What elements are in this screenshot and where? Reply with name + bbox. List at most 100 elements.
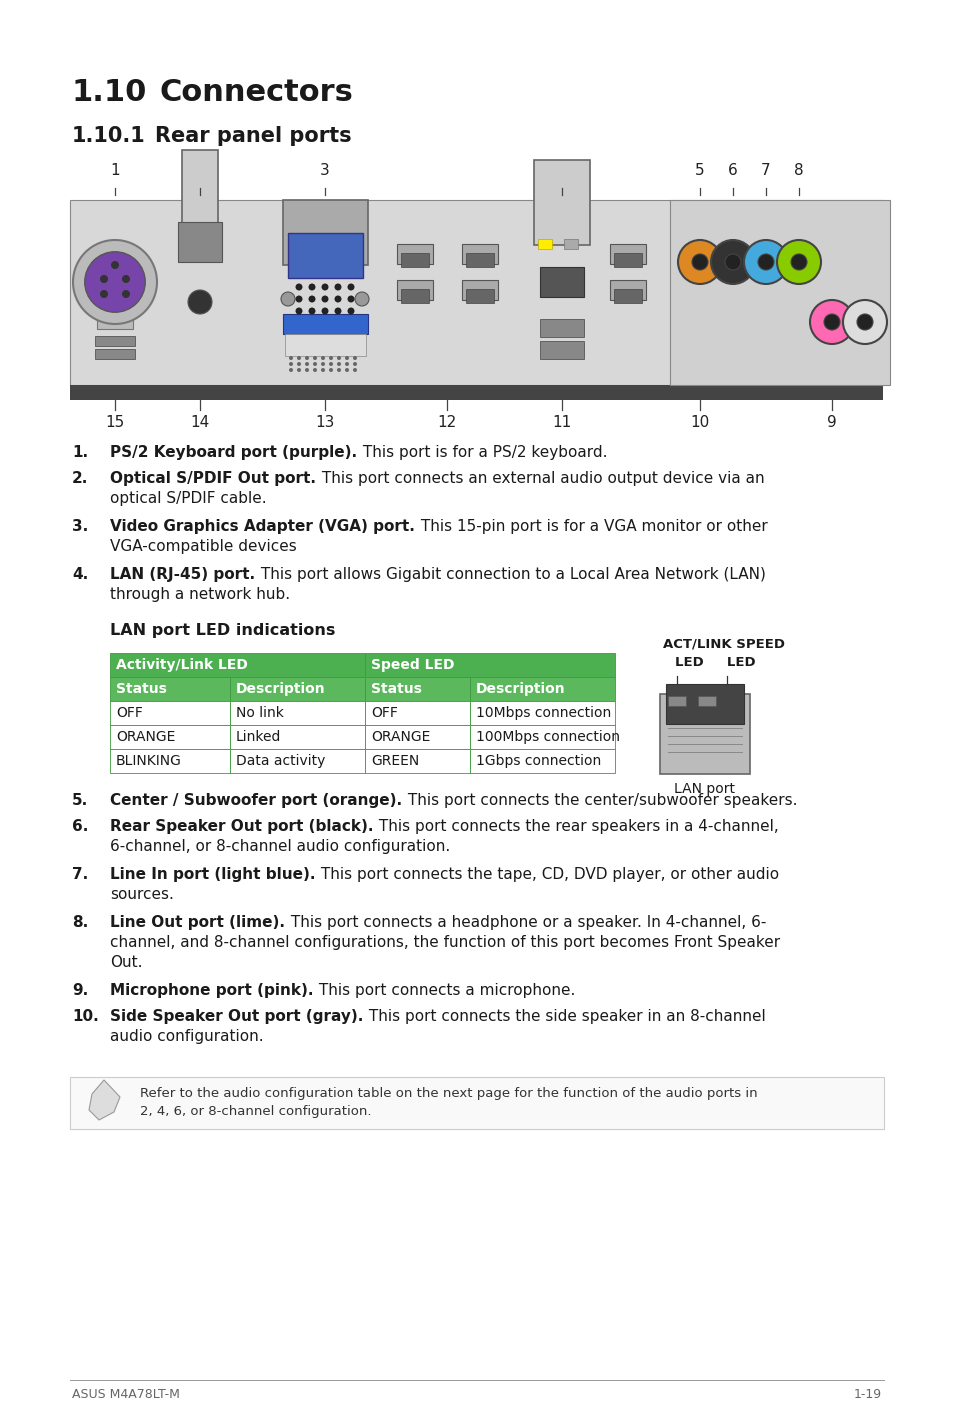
Circle shape (336, 369, 340, 371)
Circle shape (710, 240, 754, 284)
Text: LAN port LED indications: LAN port LED indications (110, 623, 335, 638)
Circle shape (188, 289, 212, 313)
Text: This port connects the center/subwoofer speakers.: This port connects the center/subwoofer … (403, 794, 797, 808)
Bar (70, 1077, 883, 1130)
Text: No link: No link (235, 706, 284, 720)
Circle shape (345, 356, 349, 360)
Text: Speed LED: Speed LED (371, 658, 454, 672)
Circle shape (758, 254, 773, 270)
Text: Out.: Out. (110, 955, 142, 970)
Text: Side Speaker Out port (gray).: Side Speaker Out port (gray). (110, 1010, 363, 1024)
Text: 1Gbps connection: 1Gbps connection (476, 754, 600, 768)
Bar (665, 683, 743, 724)
Circle shape (347, 308, 355, 315)
Circle shape (289, 369, 293, 371)
Circle shape (313, 369, 316, 371)
Text: 1: 1 (111, 162, 120, 178)
Text: This port connects a headphone or a speaker. In 4-channel, 6-: This port connects a headphone or a spea… (286, 915, 765, 931)
Text: Connectors: Connectors (160, 78, 354, 107)
Text: 14: 14 (191, 415, 210, 431)
Text: 7.: 7. (71, 867, 89, 882)
Text: 100Mbps connection: 100Mbps connection (476, 730, 619, 744)
Circle shape (691, 254, 707, 270)
Text: Center / Subwoofer port (orange).: Center / Subwoofer port (orange). (110, 794, 402, 808)
Bar (470, 676, 615, 700)
Bar (667, 696, 685, 706)
Text: sources.: sources. (110, 887, 173, 902)
Bar (110, 676, 230, 700)
Circle shape (678, 240, 721, 284)
Bar (539, 342, 583, 359)
Text: This port is for a PS/2 keyboard.: This port is for a PS/2 keyboard. (357, 445, 607, 460)
Circle shape (295, 295, 302, 302)
Circle shape (345, 361, 349, 366)
Circle shape (308, 284, 315, 291)
Circle shape (790, 254, 806, 270)
Bar (178, 222, 222, 263)
Text: ORANGE: ORANGE (116, 730, 175, 744)
Circle shape (329, 369, 333, 371)
Circle shape (321, 295, 328, 302)
Circle shape (776, 240, 821, 284)
Circle shape (353, 356, 356, 360)
Text: 5: 5 (695, 162, 704, 178)
Bar (110, 652, 365, 676)
Text: Status: Status (116, 682, 167, 696)
Circle shape (842, 299, 886, 345)
Bar (396, 244, 433, 264)
Bar (563, 239, 578, 249)
Circle shape (347, 295, 355, 302)
Bar (365, 748, 470, 772)
Circle shape (335, 295, 341, 302)
Circle shape (295, 284, 302, 291)
Text: Refer to the audio configuration table on the next page for the function of the : Refer to the audio configuration table o… (140, 1087, 757, 1100)
Circle shape (122, 275, 130, 282)
Bar (470, 700, 615, 724)
Bar (70, 201, 882, 385)
Text: Description: Description (235, 682, 325, 696)
Bar (539, 319, 583, 337)
Bar (669, 201, 889, 385)
Bar (461, 280, 497, 299)
Bar (396, 280, 433, 299)
Bar (365, 676, 470, 700)
Circle shape (308, 308, 315, 315)
Circle shape (321, 308, 328, 315)
Bar (614, 253, 641, 267)
Text: Status: Status (371, 682, 421, 696)
Text: Activity/Link LED: Activity/Link LED (116, 658, 248, 672)
Text: 1.: 1. (71, 445, 88, 460)
Circle shape (320, 369, 325, 371)
Bar (95, 336, 135, 346)
Circle shape (111, 261, 119, 270)
Text: VGA-compatible devices: VGA-compatible devices (110, 539, 296, 554)
Circle shape (100, 289, 108, 298)
Circle shape (335, 284, 341, 291)
Text: Description: Description (476, 682, 565, 696)
Circle shape (856, 313, 872, 330)
Text: This port connects an external audio output device via an: This port connects an external audio out… (316, 472, 763, 486)
Bar (70, 385, 882, 400)
Bar (230, 676, 365, 700)
Bar (230, 700, 365, 724)
Text: 6.: 6. (71, 819, 89, 834)
Circle shape (296, 361, 301, 366)
Text: 4: 4 (557, 162, 566, 178)
Text: LAN (RJ-45) port.: LAN (RJ-45) port. (110, 568, 254, 582)
Text: This 15-pin port is for a VGA monitor or other: This 15-pin port is for a VGA monitor or… (416, 520, 767, 534)
Text: LAN port: LAN port (674, 782, 735, 796)
Bar (283, 313, 368, 335)
Text: 15: 15 (105, 415, 125, 431)
Circle shape (295, 308, 302, 315)
Text: ASUS M4A78LT-M: ASUS M4A78LT-M (71, 1388, 180, 1401)
Circle shape (85, 251, 145, 312)
Text: OFF: OFF (371, 706, 397, 720)
Circle shape (724, 254, 740, 270)
Circle shape (320, 361, 325, 366)
Bar (95, 349, 135, 359)
Circle shape (336, 356, 340, 360)
Bar (110, 724, 230, 748)
Bar (539, 267, 583, 297)
Circle shape (100, 275, 108, 282)
Text: 1-19: 1-19 (853, 1388, 882, 1401)
